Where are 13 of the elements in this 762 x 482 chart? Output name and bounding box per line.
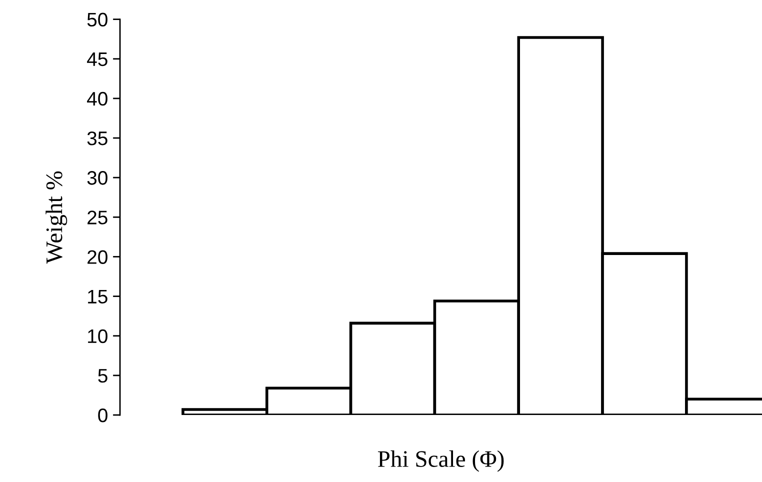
y-tick-label: 20: [88, 250, 108, 264]
x-axis-title: Phi Scale (Φ): [378, 450, 504, 472]
y-tick-label: 25: [88, 210, 108, 224]
y-tick-label: 10: [88, 329, 108, 344]
y-axis-title: Weight %: [46, 171, 68, 264]
y-tick-label: 15: [88, 290, 108, 304]
y-tick-label: 35: [87, 131, 108, 146]
y-tick-label: 0: [98, 408, 108, 422]
y-tick-label: 50: [87, 12, 108, 27]
y-tick-label: 40: [87, 92, 108, 106]
y-tick-label: 30: [87, 171, 108, 185]
y-tick-label: 45: [87, 52, 108, 66]
y-tick-label: 5: [98, 369, 108, 383]
